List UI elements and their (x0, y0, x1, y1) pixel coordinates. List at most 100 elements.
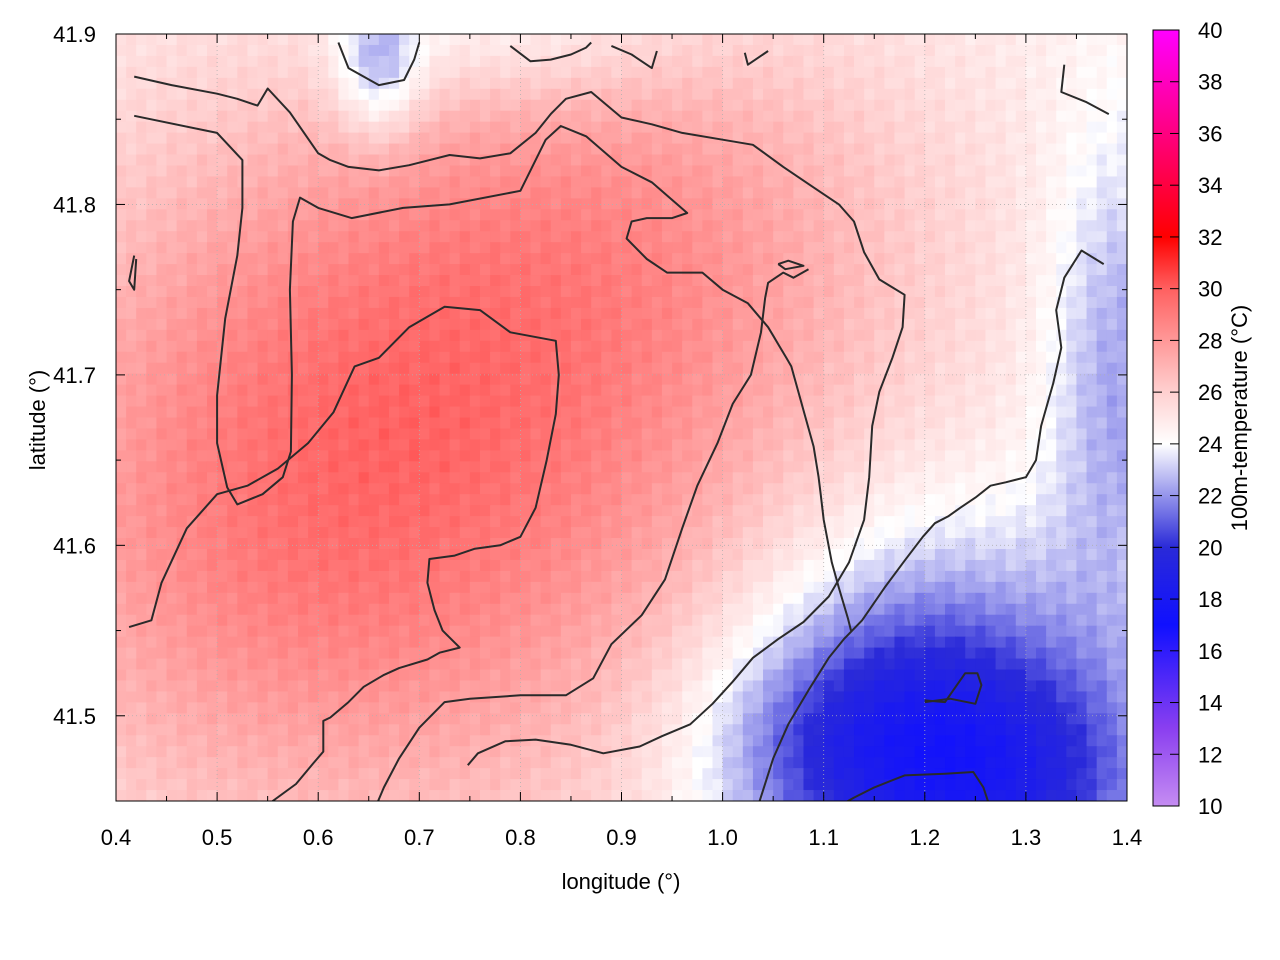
heatmap-cell (439, 329, 451, 342)
heatmap-cell (186, 570, 198, 583)
heatmap-cell (763, 406, 774, 419)
heatmap-cell (1015, 450, 1027, 462)
heatmap-cell (550, 450, 562, 462)
heatmap-cell (277, 132, 289, 145)
heatmap-cell (1096, 275, 1108, 287)
heatmap-cell (924, 340, 936, 353)
heatmap-cell (520, 231, 532, 243)
heatmap-cell (793, 55, 805, 68)
heatmap-cell (651, 428, 663, 441)
heatmap-cell (287, 439, 299, 451)
heatmap-cell (661, 77, 673, 90)
heatmap-cell (267, 351, 279, 364)
heatmap-cell (166, 527, 178, 539)
heatmap-cell (813, 44, 825, 57)
heatmap-cell (439, 275, 451, 287)
heatmap-cell (783, 307, 794, 320)
heatmap-cell (752, 209, 764, 221)
heatmap-cell (156, 318, 168, 331)
heatmap-cell (530, 362, 542, 375)
heatmap-cell (813, 296, 825, 309)
heatmap-cell (651, 384, 663, 397)
heatmap-cell (732, 198, 744, 210)
heatmap-cell (469, 77, 481, 90)
heatmap-cell (1046, 88, 1057, 101)
heatmap-cell (358, 286, 370, 298)
heatmap-cell (378, 351, 390, 364)
heatmap-cell (510, 570, 521, 583)
heatmap-cell (287, 34, 299, 46)
heatmap-cell (702, 176, 714, 188)
heatmap-cell (641, 77, 653, 90)
heatmap-cell (884, 362, 896, 375)
heatmap-cell (1106, 77, 1118, 90)
heatmap-cell (399, 516, 410, 528)
heatmap-cell (449, 505, 461, 517)
heatmap-cell (661, 516, 673, 528)
heatmap-cell (955, 307, 966, 320)
heatmap-cell (1096, 373, 1108, 386)
heatmap-cell (490, 264, 501, 276)
heatmap-cell (217, 77, 228, 90)
heatmap-cell (631, 461, 643, 473)
heatmap-cell (924, 548, 936, 561)
heatmap-cell (1046, 406, 1057, 419)
heatmap-cell (833, 373, 845, 386)
heatmap-cell (237, 494, 249, 506)
heatmap-cell (520, 559, 532, 572)
heatmap-cell (267, 99, 279, 112)
heatmap-cell (136, 44, 147, 57)
heatmap-cell (136, 395, 147, 408)
heatmap-cell (682, 483, 693, 495)
heatmap-cell (277, 329, 289, 342)
heatmap-cell (965, 570, 976, 583)
heatmap-cell (591, 143, 602, 156)
heatmap-cell (540, 472, 552, 484)
heatmap-cell (267, 559, 279, 572)
heatmap-cell (449, 187, 461, 199)
heatmap-cell (581, 253, 592, 265)
heatmap-cell (1015, 132, 1027, 145)
heatmap-cell (146, 472, 158, 484)
heatmap-cell (793, 99, 805, 112)
heatmap-cell (1046, 351, 1057, 364)
heatmap-cell (186, 483, 198, 495)
heatmap-cell (116, 483, 127, 495)
heatmap-cell (985, 340, 997, 353)
heatmap-cell (267, 373, 279, 386)
heatmap-cell (793, 494, 805, 506)
heatmap-cell (975, 275, 987, 287)
heatmap-cell (126, 220, 137, 232)
heatmap-cell (368, 395, 380, 408)
heatmap-cell (1015, 110, 1027, 123)
heatmap-cell (864, 242, 875, 254)
heatmap-cell (277, 242, 289, 254)
heatmap-cell (975, 461, 987, 473)
heatmap-cell (621, 44, 633, 57)
heatmap-cell (237, 286, 249, 298)
heatmap-cell (247, 329, 259, 342)
heatmap-cell (631, 340, 643, 353)
heatmap-cell (409, 88, 420, 101)
heatmap-cell (752, 220, 764, 232)
heatmap-cell (581, 99, 592, 112)
heatmap-cell (297, 570, 309, 583)
heatmap-cell (651, 286, 663, 298)
heatmap-cell (308, 110, 319, 123)
heatmap-cell (732, 34, 744, 46)
heatmap-cell (732, 220, 744, 232)
heatmap-cell (479, 417, 491, 430)
heatmap-cell (297, 209, 309, 221)
heatmap-cell (459, 472, 471, 484)
heatmap-cell (277, 121, 289, 134)
heatmap-cell (995, 296, 1007, 309)
heatmap-cell (813, 231, 825, 243)
heatmap-cell (924, 286, 936, 298)
heatmap-cell (429, 121, 441, 134)
heatmap-cell (934, 231, 946, 243)
heatmap-cell (661, 88, 673, 101)
heatmap-cell (378, 66, 390, 79)
heatmap-cell (843, 516, 855, 528)
heatmap-cell (813, 538, 825, 550)
heatmap-cell (469, 187, 481, 199)
